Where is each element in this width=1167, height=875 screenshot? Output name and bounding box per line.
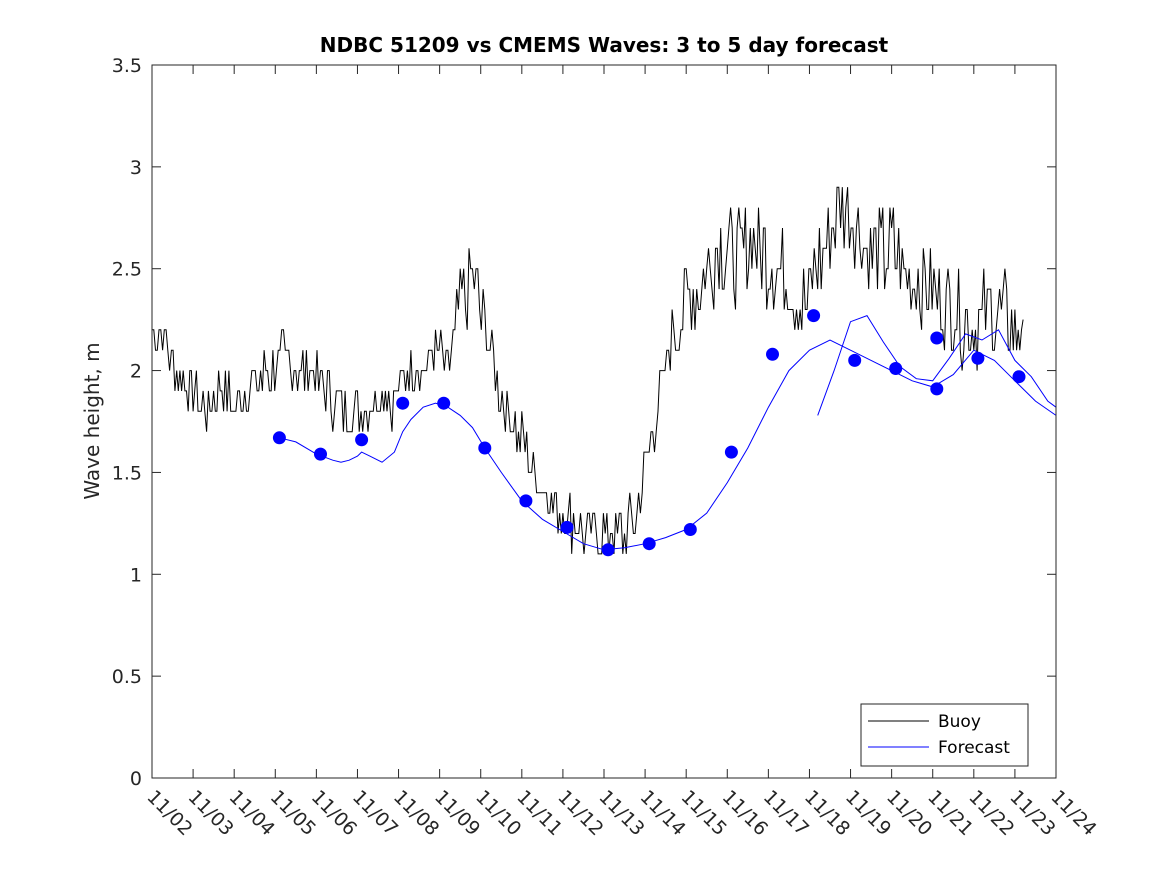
y-axis-label: Wave height, m — [80, 342, 104, 499]
legend-box — [860, 703, 1029, 767]
series-forecast — [817, 314, 1057, 416]
chart-title: NDBC 51209 vs CMEMS Waves: 3 to 5 day fo… — [320, 33, 889, 57]
forecast-marker — [724, 445, 738, 459]
forecast-marker — [272, 431, 286, 445]
series-buoy — [152, 186, 1024, 555]
series-layer — [152, 186, 1057, 557]
forecast-marker — [889, 362, 903, 375]
forecast-marker — [807, 309, 821, 323]
forecast-marker — [930, 331, 944, 345]
forecast-marker — [519, 494, 533, 508]
forecast-marker — [930, 382, 944, 396]
forecast-marker — [683, 523, 697, 536]
y-tick-label: 0 — [130, 768, 142, 790]
y-tick-label: 2.5 — [112, 259, 142, 281]
legend-label-buoy: Buoy — [938, 712, 981, 732]
y-tick-label: 3.5 — [112, 55, 142, 77]
forecast-marker — [642, 537, 656, 551]
forecast-marker — [1012, 370, 1026, 384]
legend-label-forecast: Forecast — [938, 738, 1010, 758]
y-tick-label: 1 — [130, 564, 142, 586]
forecast-marker — [314, 447, 327, 461]
forecast-marker — [601, 543, 615, 557]
forecast-marker — [478, 441, 492, 455]
y-tick-label: 3 — [130, 157, 142, 179]
forecast-marker — [437, 396, 451, 410]
plot-area — [152, 65, 1056, 778]
y-tick-label: 0.5 — [112, 666, 142, 688]
y-tick-label: 1.5 — [112, 462, 142, 484]
forecast-marker — [848, 353, 862, 367]
legend: Buoy Forecast — [860, 703, 1029, 767]
forecast-marker — [355, 433, 369, 447]
forecast-marker — [971, 351, 985, 365]
forecast-marker — [766, 347, 779, 361]
forecast-marker — [560, 520, 574, 534]
forecast-marker — [396, 396, 410, 410]
y-tick-label: 2 — [130, 361, 142, 383]
axes-box — [151, 64, 1057, 779]
